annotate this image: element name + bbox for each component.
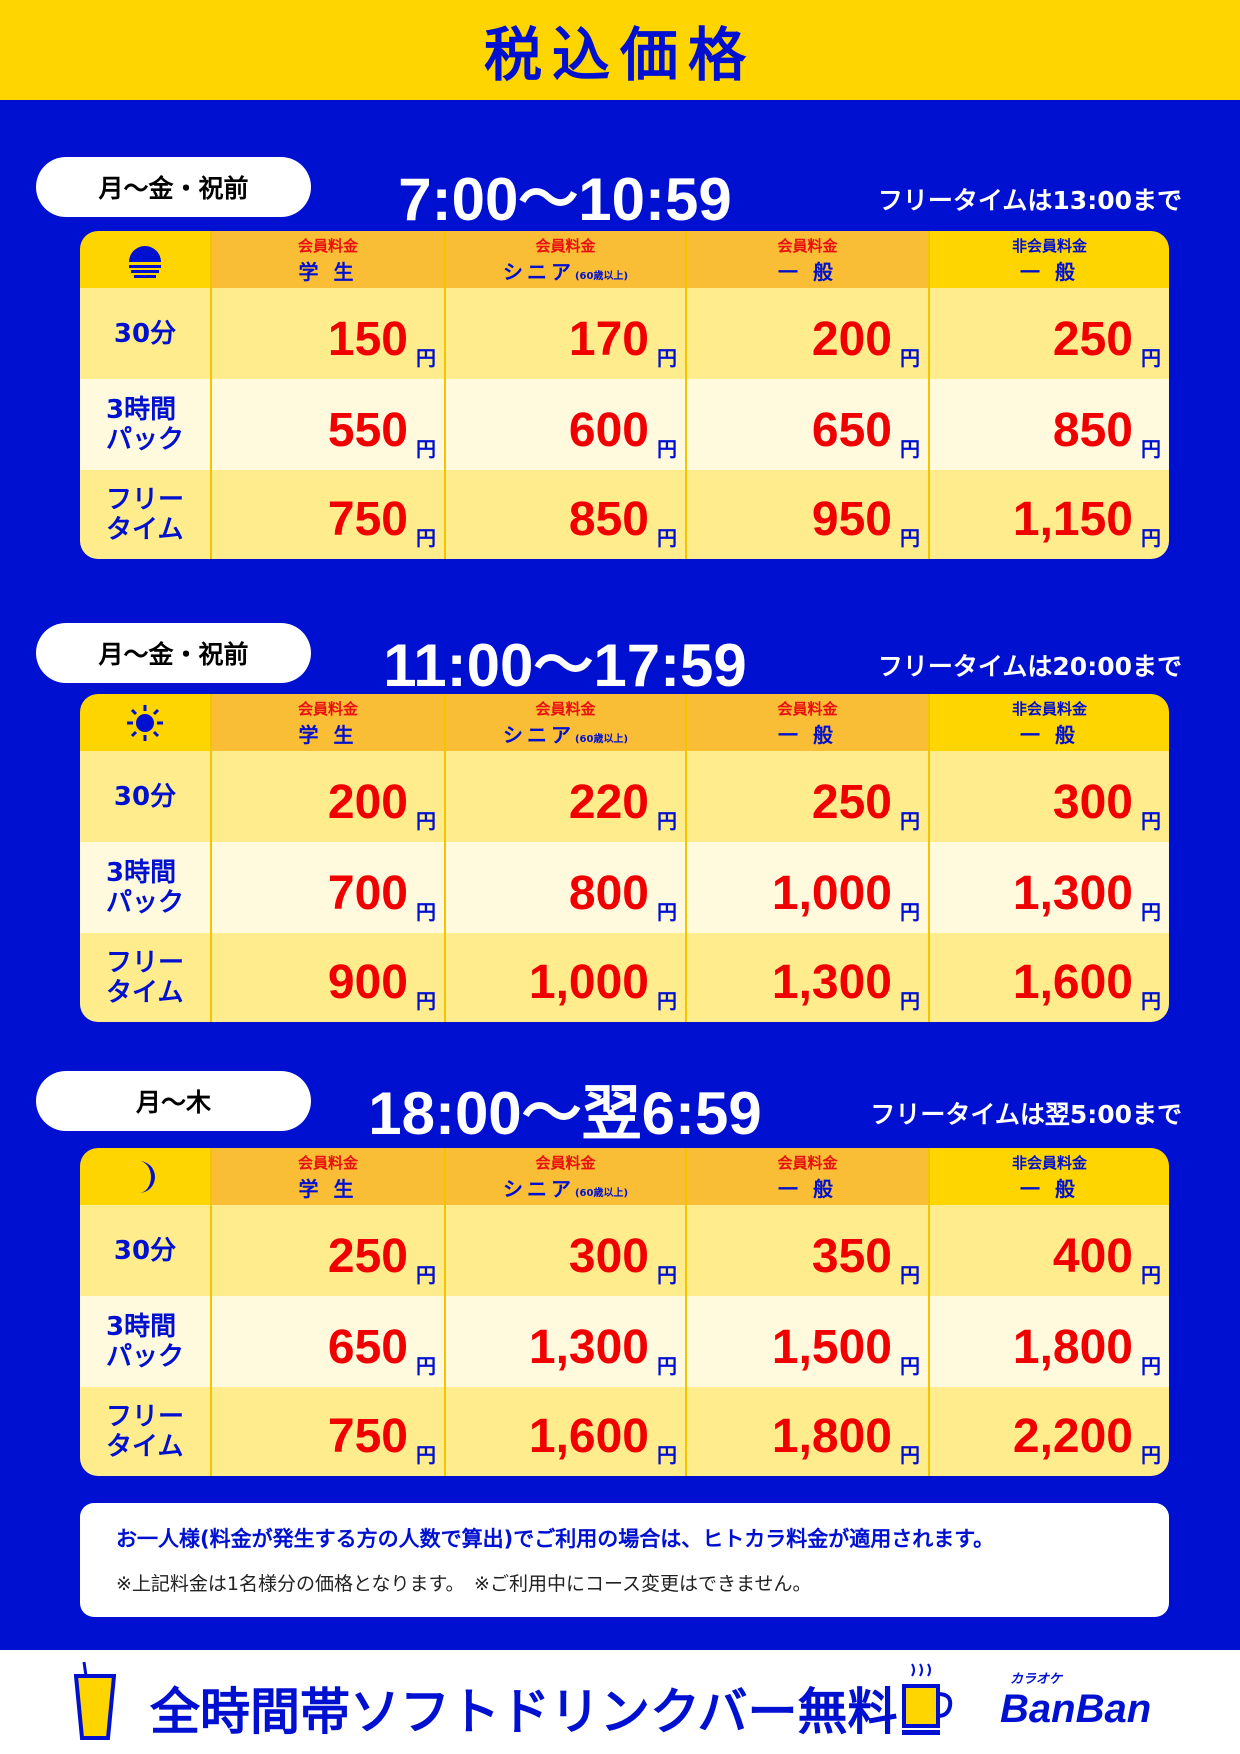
days-pill: 月〜金・祝前 xyxy=(36,623,311,683)
price-cell: 850 円 xyxy=(444,470,685,559)
title-banner: 税込価格 xyxy=(0,0,1240,100)
free-drink-text: 全時間帯ソフトドリンクバー無料 xyxy=(150,1683,898,1741)
column-header: 会員料金学 生 xyxy=(210,231,444,288)
moon-icon xyxy=(80,1148,210,1205)
page-title: 税込価格 xyxy=(483,21,756,89)
price-cell: 900 円 xyxy=(210,933,444,1022)
price-table: 会員料金学 生会員料金 シニア(60歳以上) 会員料金一 般非会員料金一 般 30分 2… xyxy=(80,694,1169,1022)
sun-icon xyxy=(80,694,210,751)
banban-logo: カラオケ BanBan xyxy=(1000,1672,1152,1731)
price-cell: 750 円 xyxy=(210,1387,444,1476)
price-cell: 650 円 xyxy=(210,1296,444,1387)
free-time-note: フリータイムは13:00まで xyxy=(877,186,1182,215)
price-cell: 1,800 円 xyxy=(685,1387,928,1476)
time-range: 11:00〜17:59 xyxy=(383,632,747,699)
price-cell: 150 円 xyxy=(210,288,444,379)
price-cell: 1,000 円 xyxy=(685,842,928,933)
price-cell: 200 円 xyxy=(685,288,928,379)
price-cell: 650 円 xyxy=(685,379,928,470)
column-header: 会員料金 シニア(60歳以上) xyxy=(444,694,685,751)
row-label: 30分 xyxy=(80,751,210,842)
price-cell: 600 円 xyxy=(444,379,685,470)
footer: 全時間帯ソフトドリンクバー無料 カラオケ BanBan xyxy=(0,1650,1240,1754)
price-cell: 2,200 円 xyxy=(928,1387,1169,1476)
price-cell: 250 円 xyxy=(928,288,1169,379)
price-cell: 250 円 xyxy=(210,1205,444,1296)
time-range: 7:00〜10:59 xyxy=(398,166,732,233)
price-cell: 300 円 xyxy=(928,751,1169,842)
price-cell: 850 円 xyxy=(928,379,1169,470)
row-label: 30分 xyxy=(80,288,210,379)
price-cell: 400 円 xyxy=(928,1205,1169,1296)
price-cell: 220 円 xyxy=(444,751,685,842)
column-header: 会員料金一 般 xyxy=(685,694,928,751)
price-cell: 170 円 xyxy=(444,288,685,379)
price-cell: 800 円 xyxy=(444,842,685,933)
row-label: 3時間 パック xyxy=(80,842,210,933)
price-cell: 200 円 xyxy=(210,751,444,842)
notice-sub: ※上記料金は1名様分の価格となります。 ※ご利用中にコース変更はできません。 xyxy=(116,1573,812,1595)
column-header: 会員料金一 般 xyxy=(685,231,928,288)
price-cell: 300 円 xyxy=(444,1205,685,1296)
price-cell: 1,300 円 xyxy=(928,842,1169,933)
column-header: 会員料金学 生 xyxy=(210,694,444,751)
price-cell: 250 円 xyxy=(685,751,928,842)
days-pill: 月〜木 xyxy=(36,1071,311,1131)
row-label: 3時間 パック xyxy=(80,1296,210,1387)
price-cell: 1,800 円 xyxy=(928,1296,1169,1387)
column-header: 非会員料金一 般 xyxy=(928,694,1169,751)
free-time-note: フリータイムは20:00まで xyxy=(877,652,1182,681)
price-cell: 1,500 円 xyxy=(685,1296,928,1387)
price-table: 会員料金学 生会員料金 シニア(60歳以上) 会員料金一 般非会員料金一 般 30分 1… xyxy=(80,231,1169,559)
row-label: 3時間 パック xyxy=(80,379,210,470)
column-header: 非会員料金一 般 xyxy=(928,1148,1169,1205)
column-header: 会員料金 シニア(60歳以上) xyxy=(444,1148,685,1205)
price-cell: 550 円 xyxy=(210,379,444,470)
price-cell: 350 円 xyxy=(685,1205,928,1296)
column-header: 非会員料金一 般 xyxy=(928,231,1169,288)
row-label: フリー タイム xyxy=(80,1387,210,1476)
price-cell: 1,300 円 xyxy=(444,1296,685,1387)
price-cell: 950 円 xyxy=(685,470,928,559)
days-pill: 月〜金・祝前 xyxy=(36,157,311,217)
notice-box: お一人様(料金が発生する方の人数で算出)でご利用の場合は、ヒトカラ料金が適用され… xyxy=(80,1503,1169,1617)
row-label: 30分 xyxy=(80,1205,210,1296)
price-cell: 1,600 円 xyxy=(928,933,1169,1022)
price-cell: 750 円 xyxy=(210,470,444,559)
sunrise-icon xyxy=(80,231,210,288)
price-table: 会員料金学 生会員料金 シニア(60歳以上) 会員料金一 般非会員料金一 般 30分 2… xyxy=(80,1148,1169,1476)
price-cell: 1,150 円 xyxy=(928,470,1169,559)
drink-cup-icon xyxy=(74,1662,116,1740)
column-header: 会員料金学 生 xyxy=(210,1148,444,1205)
free-time-note: フリータイムは翌5:00まで xyxy=(870,1100,1182,1129)
row-label: フリー タイム xyxy=(80,933,210,1022)
time-range: 18:00〜翌6:59 xyxy=(368,1080,762,1147)
notice-main: お一人様(料金が発生する方の人数で算出)でご利用の場合は、ヒトカラ料金が適用され… xyxy=(116,1527,995,1551)
price-cell: 1,300 円 xyxy=(685,933,928,1022)
column-header: 会員料金 シニア(60歳以上) xyxy=(444,231,685,288)
price-cell: 1,000 円 xyxy=(444,933,685,1022)
hot-cup-icon xyxy=(902,1663,953,1735)
price-cell: 1,600 円 xyxy=(444,1387,685,1476)
column-header: 会員料金一 般 xyxy=(685,1148,928,1205)
price-cell: 700 円 xyxy=(210,842,444,933)
row-label: フリー タイム xyxy=(80,470,210,559)
